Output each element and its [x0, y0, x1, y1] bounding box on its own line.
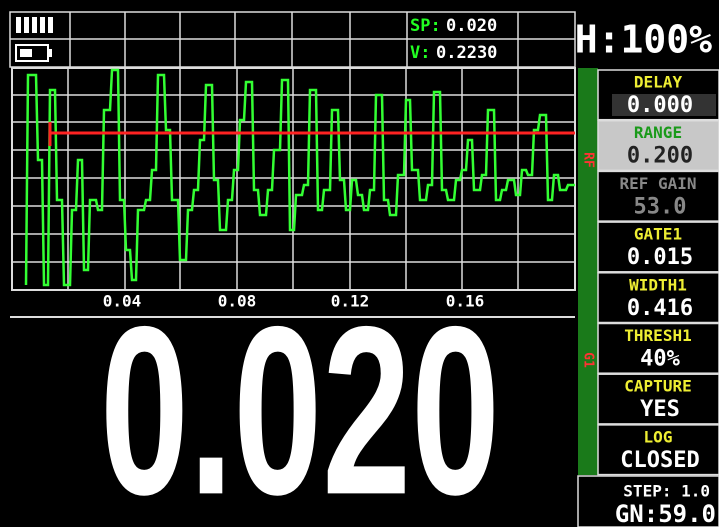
menu-value: 0.200: [627, 144, 693, 169]
menu-item[interactable]: [597, 221, 719, 273]
sp-value: 0.020: [446, 16, 497, 36]
x-tick-label: 0.08: [218, 292, 257, 311]
battery-icon: [15, 44, 52, 62]
side-label: RF: [581, 152, 596, 168]
menu-item[interactable]: [597, 119, 719, 172]
x-tick-label: 0.12: [331, 292, 370, 311]
thickness-reading: 0.020: [100, 276, 500, 527]
waveform-grid: [11, 67, 576, 291]
menu-label: LOG: [644, 427, 673, 446]
menu-label: CAPTURE: [624, 377, 691, 396]
menu-label: DELAY: [634, 73, 683, 92]
signal-icon: [16, 17, 53, 33]
menu-item[interactable]: [597, 272, 719, 324]
menu-item[interactable]: [597, 322, 719, 374]
menu-value: 53.0: [634, 194, 687, 219]
x-tick-label: 0.16: [446, 292, 485, 311]
menu-value: YES: [640, 397, 680, 422]
menu-label: REF GAIN: [619, 174, 696, 193]
waveform-trace: [24, 68, 575, 287]
footer-box: [577, 475, 719, 527]
step-value: STEP: 1.0: [623, 482, 710, 501]
v-value: 0.2230: [436, 43, 497, 63]
menu-label: RANGE: [634, 123, 682, 142]
menu-value: 0.015: [627, 245, 693, 270]
gain-display: H:100%: [575, 18, 712, 62]
menu-value: 0.000: [627, 93, 693, 118]
menu-item[interactable]: [597, 424, 719, 476]
menu-label: THRESH1: [624, 326, 691, 345]
menu-label: WIDTH1: [629, 275, 687, 294]
menu-item[interactable]: [597, 373, 719, 425]
menu-value: CLOSED: [620, 448, 699, 473]
sp-label: SP:: [410, 16, 441, 36]
menu-value: 40%: [640, 347, 680, 372]
menu-value: 0.416: [627, 296, 693, 321]
gn-value: GN:59.0: [615, 500, 716, 527]
x-tick-label: 0.04: [103, 292, 142, 311]
side-label: G1: [581, 352, 596, 368]
menu-label: GATE1: [634, 225, 682, 244]
menu-value-bg: [612, 94, 716, 116]
side-strip: [578, 68, 598, 475]
menu-item[interactable]: [597, 170, 719, 222]
v-label: V:: [410, 43, 430, 63]
